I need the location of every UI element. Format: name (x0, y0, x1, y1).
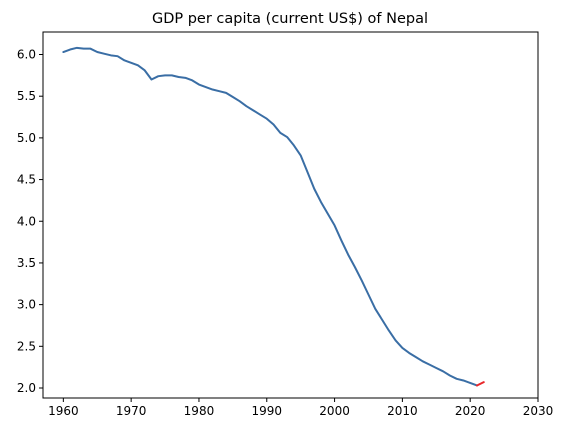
y-tick-label: 6.0 (17, 48, 36, 62)
series-line-1 (62, 46, 478, 387)
x-tick-label: 1980 (184, 404, 215, 418)
x-tick-label: 2030 (523, 404, 554, 418)
plot-frame (42, 31, 539, 399)
chart-title: GDP per capita (current US$) of Nepal (152, 11, 428, 27)
y-axis: 2.0 2.5 3.0 3.5 4.0 4.5 5.0 5.5 6.0 (17, 48, 43, 395)
y-tick-label: 5.0 (17, 131, 36, 145)
y-tick-label: 3.0 (17, 298, 36, 312)
x-tick-label: 1960 (48, 404, 79, 418)
series-layer (62, 46, 485, 387)
y-tick-label: 2.5 (17, 339, 36, 353)
y-tick-label: 2.0 (17, 381, 36, 395)
x-axis: 1960 1970 1980 1990 2000 2010 2020 2030 (48, 398, 553, 418)
y-tick-label: 4.5 (17, 173, 36, 187)
x-tick-label: 2000 (319, 404, 350, 418)
y-tick-label: 5.5 (17, 89, 36, 103)
x-tick-label: 2020 (455, 404, 486, 418)
x-tick-label: 1990 (251, 404, 282, 418)
y-tick-label: 4.0 (17, 214, 36, 228)
x-tick-label: 2010 (387, 404, 418, 418)
y-tick-label: 3.5 (17, 256, 36, 270)
x-tick-label: 1970 (116, 404, 147, 418)
series-line-2 (475, 381, 485, 387)
